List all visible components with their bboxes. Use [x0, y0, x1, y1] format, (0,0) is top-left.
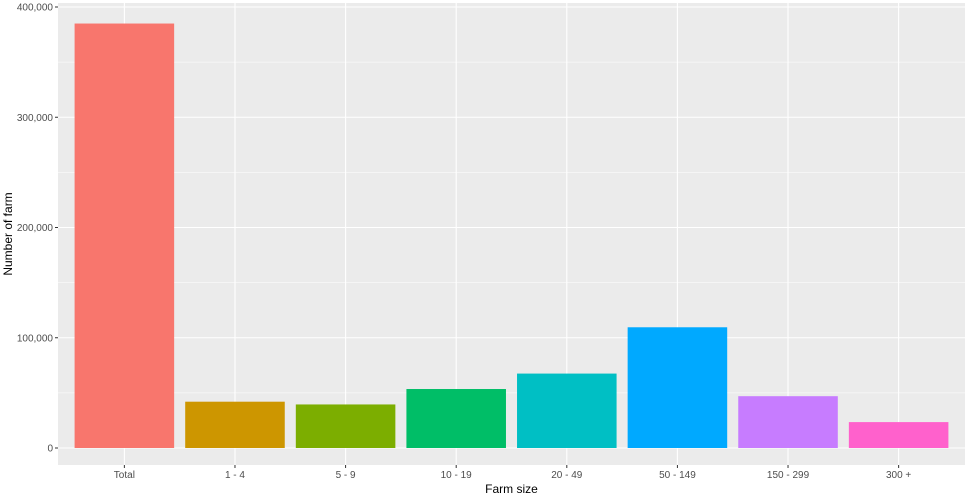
minor-gridlines: [58, 61, 965, 394]
bars: [74, 23, 949, 448]
bar: [185, 401, 285, 448]
x-axis: Total 1 - 4 5 - 9 10 - 19 20 - 49 50 - 149 150…: [114, 465, 911, 481]
plot-panel: [58, 3, 965, 465]
bar: [738, 396, 838, 448]
bar: [406, 389, 506, 448]
x-tick-label: 20 - 49: [551, 470, 583, 481]
bar: [627, 327, 728, 448]
y-tick-label: 300,000: [17, 113, 54, 124]
y-tick-label: 200,000: [17, 223, 54, 234]
x-axis-title: Farm size: [485, 482, 538, 496]
y-tick-label: 400,000: [17, 3, 54, 14]
bar: [295, 404, 396, 448]
bar: [517, 373, 617, 448]
x-tick-label: 10 - 19: [441, 470, 473, 481]
y-tick-label: 0: [47, 444, 53, 455]
y-axis: 0 100,000 200,000 300,000 400,000: [17, 3, 58, 455]
y-tick-label: 100,000: [17, 333, 54, 344]
x-tick-label: Total: [114, 470, 135, 481]
x-tick-label: 300 +: [886, 470, 911, 481]
bar: [74, 23, 175, 448]
x-tick-label: 5 - 9: [336, 470, 356, 481]
bar: [848, 422, 949, 448]
x-tick-label: 50 - 149: [659, 470, 696, 481]
x-tick-label: 1 - 4: [225, 470, 245, 481]
x-tick-label: 150 - 299: [767, 470, 810, 481]
y-axis-title: Number of farm: [1, 192, 15, 275]
